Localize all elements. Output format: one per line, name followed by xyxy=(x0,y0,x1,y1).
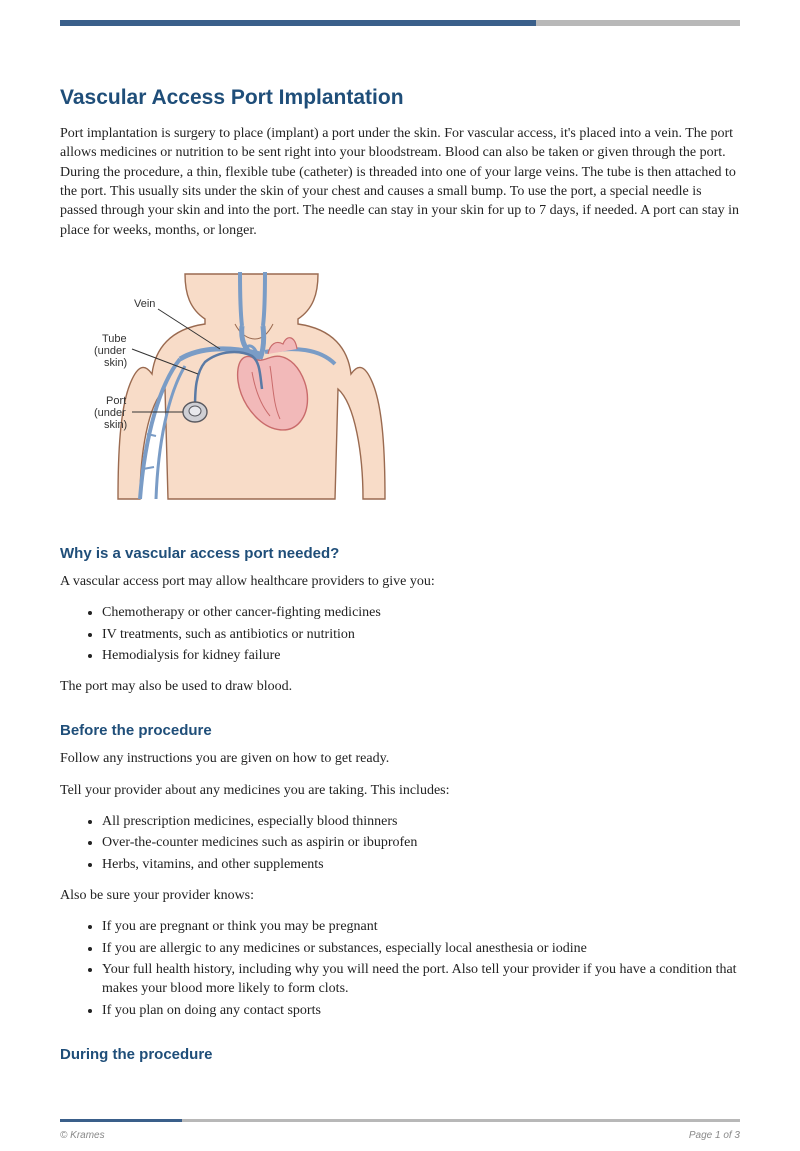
label-tube-l2: (under xyxy=(94,345,126,357)
list-item: Your full health history, including why … xyxy=(102,960,740,999)
before-p2: Tell your provider about any medicines y… xyxy=(60,781,740,800)
why-trailing: The port may also be used to draw blood. xyxy=(60,677,740,696)
label-port-l3: skin) xyxy=(104,419,127,431)
anatomy-figure: Vein Tube (under skin) Port (under skin) xyxy=(90,254,740,519)
vein-neck-l xyxy=(240,272,242,326)
heading-during: During the procedure xyxy=(60,1046,740,1063)
before-list-2: If you are pregnant or think you may be … xyxy=(60,917,740,1020)
before-p3: Also be sure your provider knows: xyxy=(60,886,740,905)
label-port-l2: (under xyxy=(94,407,126,419)
before-list-1: All prescription medicines, especially b… xyxy=(60,812,740,874)
bottom-rule xyxy=(60,1119,740,1123)
label-vein: Vein xyxy=(134,298,155,310)
list-item: If you plan on doing any contact sports xyxy=(102,1001,740,1020)
bottom-rule-gray xyxy=(182,1119,740,1122)
list-item: Over-the-counter medicines such as aspir… xyxy=(102,833,740,852)
list-item: Herbs, vitamins, and other supplements xyxy=(102,855,740,874)
bottom-rule-blue xyxy=(60,1119,182,1122)
list-item: Chemotherapy or other cancer-fighting me… xyxy=(102,603,740,622)
footer: © Krames Page 1 of 3 xyxy=(60,1130,740,1141)
list-item: If you are allergic to any medicines or … xyxy=(102,939,740,958)
footer-copyright: © Krames xyxy=(60,1130,105,1141)
vein-neck-r xyxy=(263,272,265,326)
list-item: If you are pregnant or think you may be … xyxy=(102,917,740,936)
list-item: IV treatments, such as antibiotics or nu… xyxy=(102,625,740,644)
top-rule xyxy=(60,20,740,26)
heading-before: Before the procedure xyxy=(60,722,740,739)
top-rule-blue xyxy=(60,20,536,26)
label-port-l1: Port xyxy=(106,395,126,407)
content-area: Vascular Access Port Implantation Port i… xyxy=(0,26,800,1113)
list-item: Hemodialysis for kidney failure xyxy=(102,646,740,665)
port-device-icon xyxy=(183,402,207,422)
label-tube-l1: Tube xyxy=(102,333,127,345)
why-lead: A vascular access port may allow healthc… xyxy=(60,572,740,591)
intro-paragraph: Port implantation is surgery to place (i… xyxy=(60,124,740,240)
top-rule-gray xyxy=(536,20,740,26)
heading-why: Why is a vascular access port needed? xyxy=(60,545,740,562)
anatomy-svg: Vein Tube (under skin) Port (under skin) xyxy=(90,254,390,514)
why-list: Chemotherapy or other cancer-fighting me… xyxy=(60,603,740,665)
list-item: All prescription medicines, especially b… xyxy=(102,812,740,831)
before-p1: Follow any instructions you are given on… xyxy=(60,749,740,768)
footer-page: Page 1 of 3 xyxy=(689,1130,740,1141)
document-page: Vascular Access Port Implantation Port i… xyxy=(0,20,800,1151)
page-title: Vascular Access Port Implantation xyxy=(60,86,740,110)
label-tube-l3: skin) xyxy=(104,357,127,369)
